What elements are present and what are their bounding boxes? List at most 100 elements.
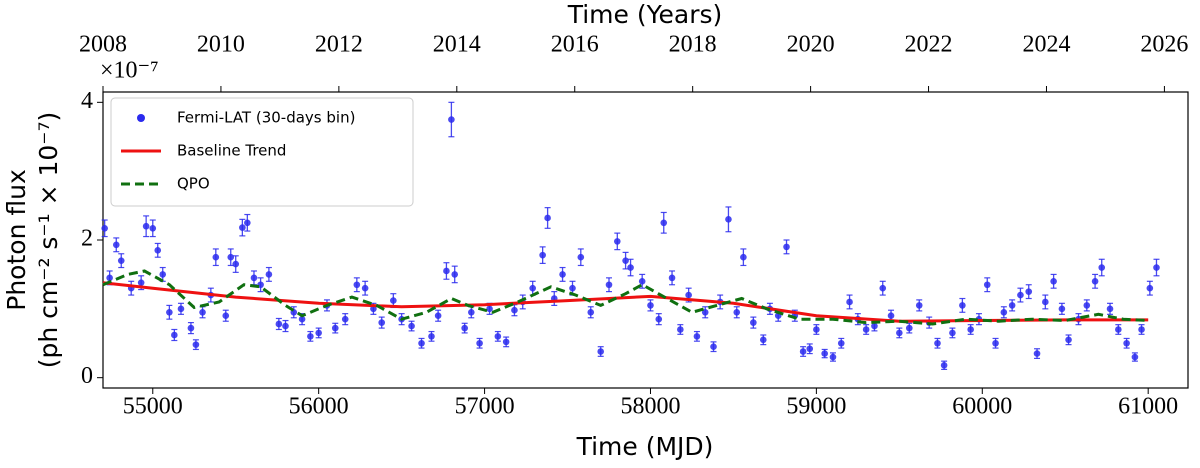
data-point	[799, 348, 807, 355]
data-point	[759, 336, 767, 344]
data-point	[725, 216, 732, 223]
y-axis-label: (ph cm⁻² s⁻¹ × 10⁻⁷)	[34, 112, 63, 369]
x-tick-label: 56000	[289, 394, 349, 420]
y-tick-label: 4	[81, 88, 93, 114]
data-point	[959, 302, 966, 309]
data-point	[468, 308, 475, 316]
data-point	[915, 302, 923, 309]
data-point	[1000, 308, 1008, 316]
data-point	[448, 116, 455, 123]
data-point	[307, 333, 314, 340]
data-point	[1042, 298, 1049, 306]
x2-tick-label: 2024	[1022, 32, 1070, 58]
data-point	[905, 324, 913, 332]
data-point	[668, 274, 676, 282]
data-point	[486, 305, 493, 313]
data-point	[331, 324, 339, 332]
legend-marker	[137, 114, 145, 122]
x-tick-label: 59000	[786, 394, 846, 420]
data-point	[341, 315, 349, 323]
data-point	[813, 326, 820, 333]
data-point	[685, 291, 692, 299]
data-point	[476, 339, 483, 347]
data-point	[733, 308, 741, 316]
data-point	[605, 281, 613, 289]
data-point	[1083, 302, 1091, 309]
x2-tick-label: 2012	[315, 32, 363, 58]
data-point	[693, 333, 701, 340]
x-axis-label: Time (MJD)	[576, 432, 714, 461]
legend-label: Fermi-LAT (30-days bin)	[177, 109, 355, 127]
data-point	[222, 312, 230, 320]
data-point	[1050, 278, 1057, 285]
data-point	[710, 343, 717, 350]
data-point	[166, 308, 173, 316]
data-point	[137, 279, 145, 286]
data-point	[149, 224, 157, 232]
data-point	[887, 312, 895, 320]
y-tick-label: 2	[81, 226, 93, 252]
data-point	[622, 257, 629, 264]
qpo-line	[102, 269, 1149, 326]
data-point	[837, 339, 845, 347]
x-tick-label: 58000	[620, 394, 680, 420]
data-point	[1123, 339, 1130, 347]
data-point	[250, 274, 258, 282]
data-point	[967, 326, 974, 333]
data-point	[275, 320, 283, 328]
data-point	[846, 298, 853, 306]
x-tick-label: 55000	[123, 394, 183, 420]
data-point	[461, 324, 468, 332]
data-point	[1065, 336, 1072, 344]
data-point	[871, 322, 878, 330]
chart-title: Time (Years)	[567, 0, 723, 29]
data-point	[315, 329, 322, 337]
data-point	[544, 214, 551, 222]
data-point	[187, 324, 195, 332]
data-point	[1153, 264, 1160, 271]
data-point	[106, 274, 113, 282]
x2-tick-label: 2022	[905, 32, 953, 58]
y-offset-label: ×10⁻⁷	[100, 58, 159, 84]
data-point	[117, 257, 125, 264]
data-point	[934, 339, 941, 347]
data-point	[1091, 278, 1099, 285]
x2-tick-label: 2020	[787, 32, 835, 58]
data-point	[806, 345, 814, 353]
data-point	[1017, 291, 1024, 299]
data-point	[677, 326, 684, 333]
data-point	[494, 333, 502, 340]
x2-tick-label: 2018	[669, 32, 717, 58]
data-point	[1033, 350, 1041, 357]
data-point	[750, 319, 757, 326]
data-point	[660, 219, 668, 227]
data-point	[451, 271, 459, 278]
data-point	[1131, 353, 1139, 361]
data-point	[879, 284, 887, 292]
data-point	[378, 319, 386, 326]
data-point	[783, 243, 790, 251]
data-point	[232, 260, 240, 268]
data-point	[1146, 284, 1154, 292]
data-point	[434, 312, 442, 320]
data-point	[265, 271, 273, 278]
y-tick-label: 0	[81, 363, 93, 389]
data-point	[418, 339, 425, 347]
data-point	[638, 278, 646, 285]
data-point	[1138, 326, 1145, 333]
data-point	[142, 222, 150, 230]
data-point	[428, 333, 435, 340]
data-point	[821, 350, 828, 357]
data-point	[212, 253, 220, 261]
trend-line	[102, 281, 1149, 323]
data-point	[390, 297, 397, 304]
data-point	[177, 305, 185, 313]
data-point	[282, 322, 289, 330]
data-point	[577, 253, 585, 261]
data-point	[154, 247, 162, 254]
data-point	[539, 251, 546, 259]
data-point	[655, 315, 663, 323]
data-point	[1008, 302, 1016, 309]
data-point	[370, 305, 377, 313]
